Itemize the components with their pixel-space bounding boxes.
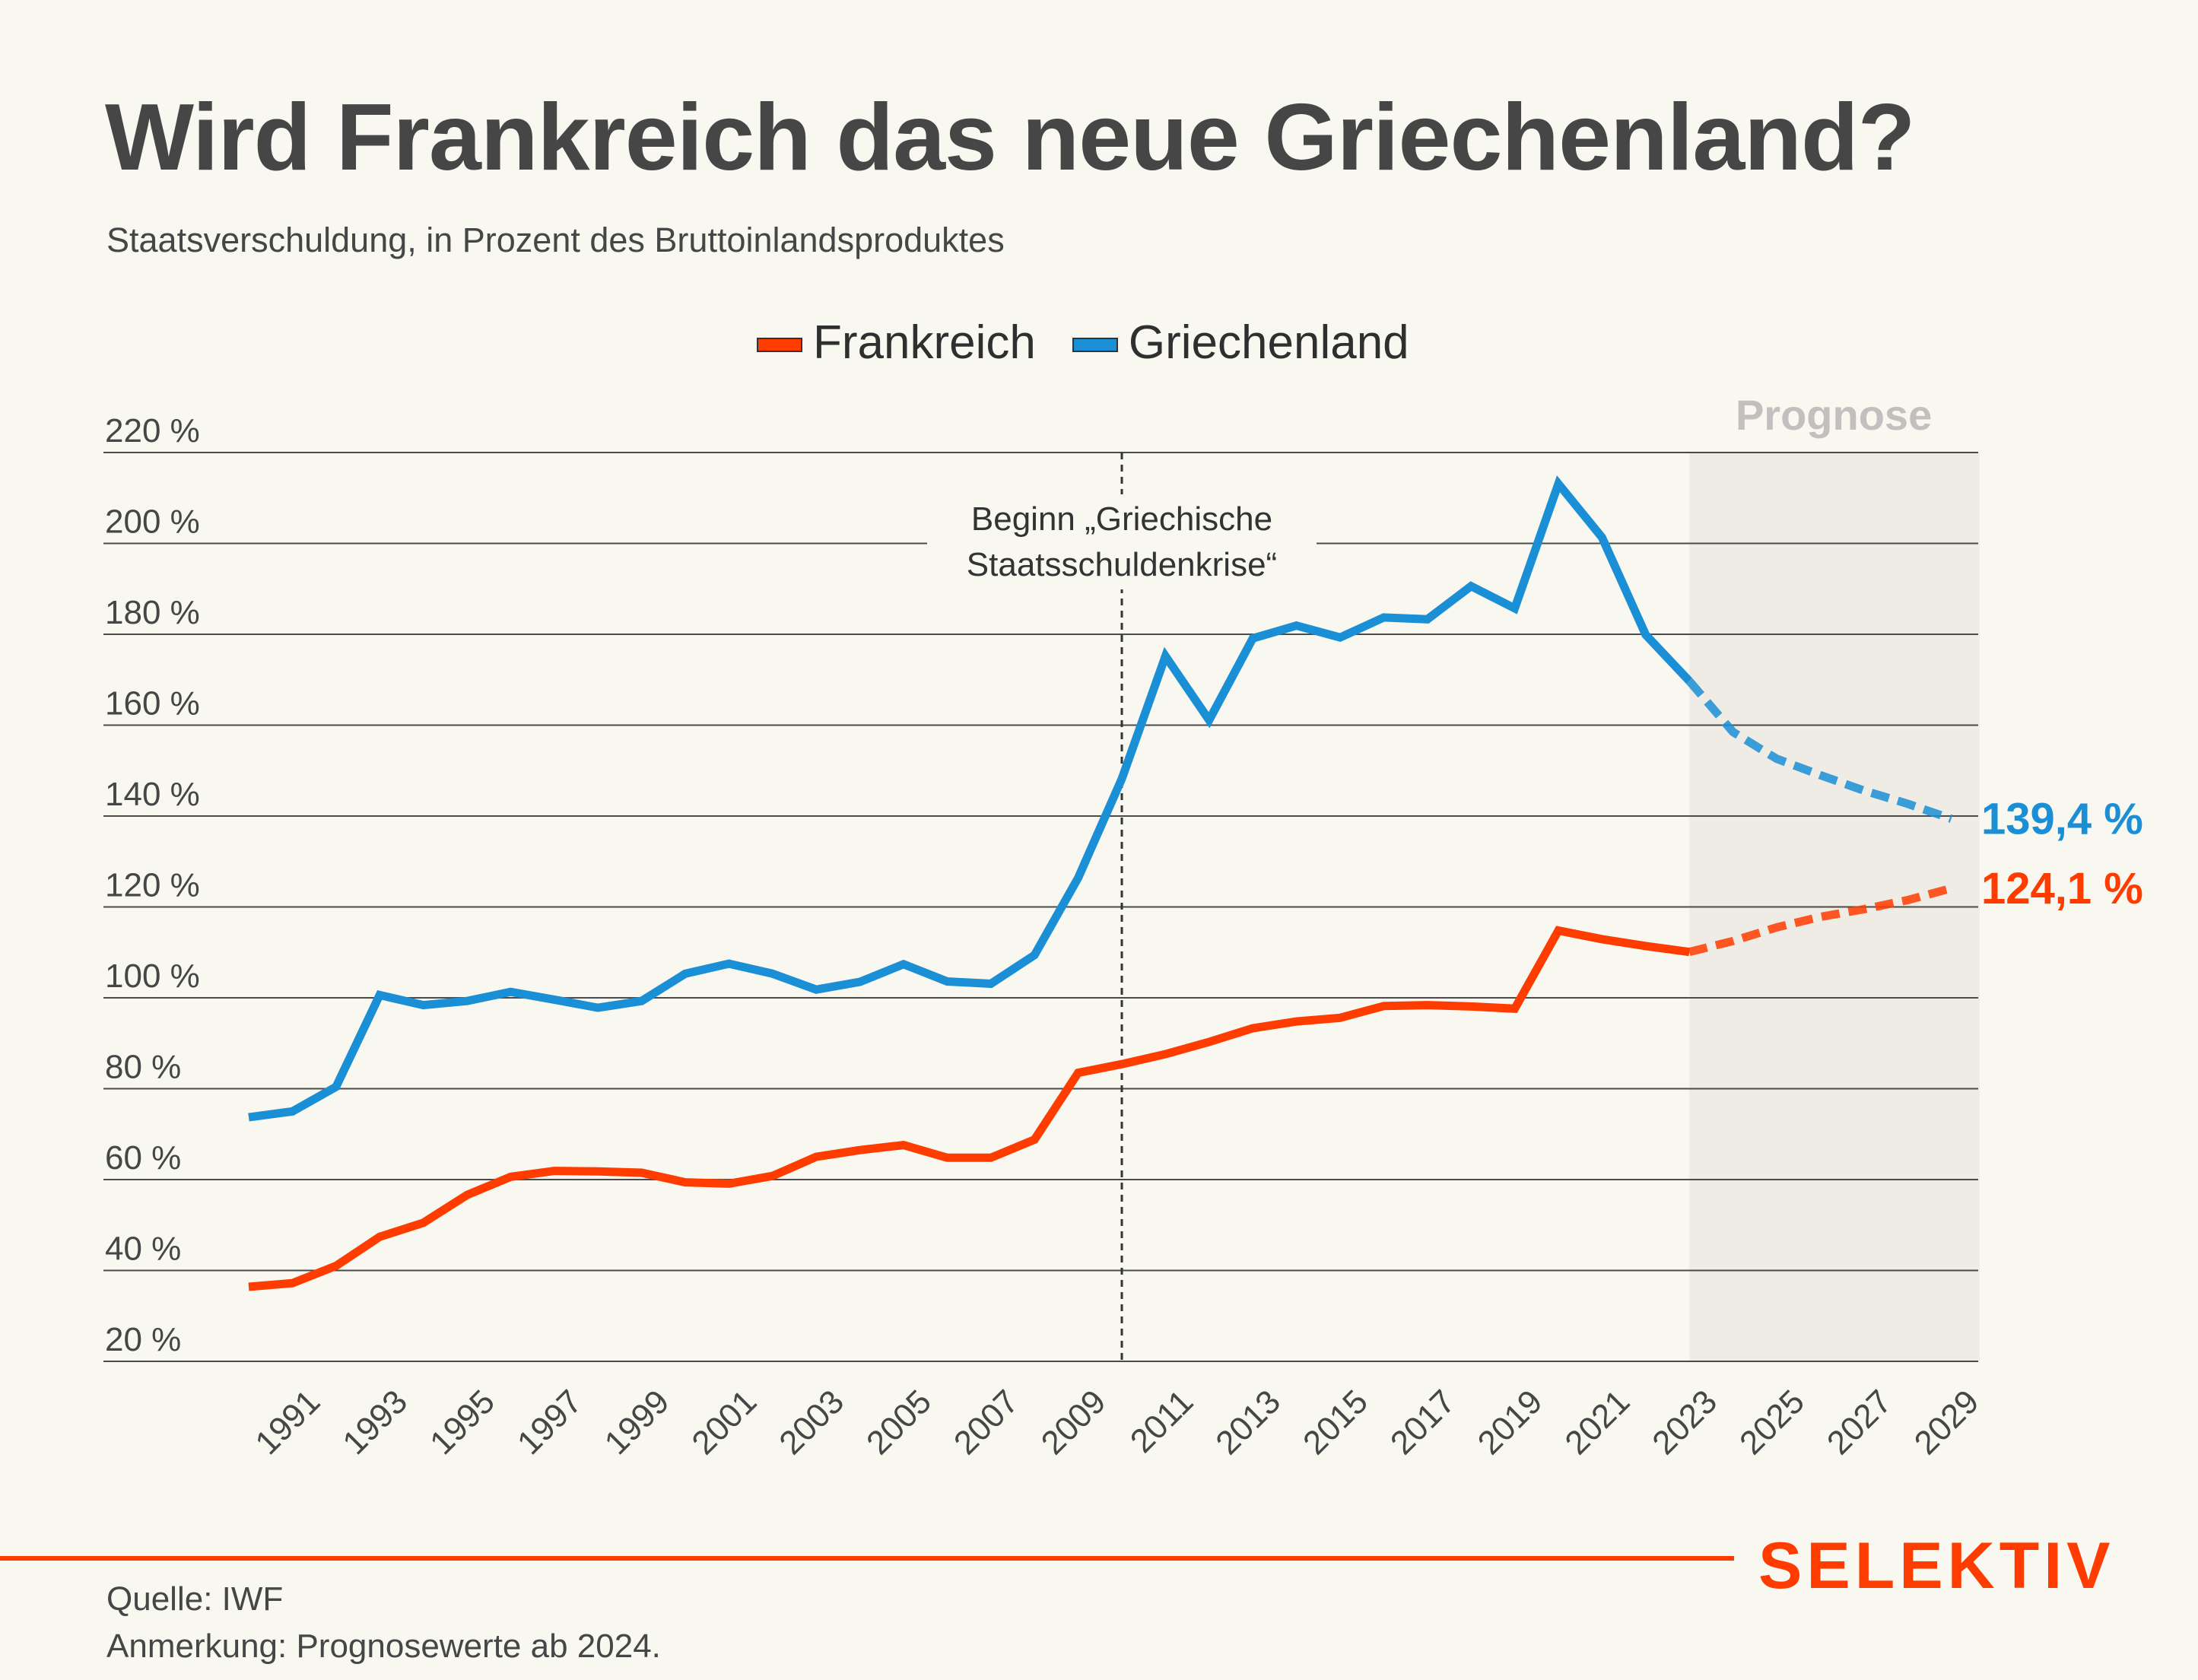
forecast-label: Prognose (1736, 391, 1932, 439)
end-value-label-frankreich: 124,1 % (1981, 864, 2143, 913)
x-tick-label: 2015 (1296, 1383, 1375, 1462)
y-tick-label: 160 % (105, 685, 200, 722)
footer-divider (0, 1556, 1734, 1561)
series-line-frankreich (248, 926, 1690, 1291)
x-tick-label: 2007 (947, 1383, 1026, 1462)
y-tick-label: 100 % (105, 958, 200, 995)
forecast-note: Anmerkung: Prognosewerte ab 2024. (106, 1628, 661, 1665)
x-tick-label: 2005 (859, 1383, 939, 1462)
x-tick-label: 2019 (1471, 1383, 1550, 1462)
y-tick-label: 20 % (105, 1321, 181, 1358)
annotation-text: Staatsschuldenkrise“ (967, 546, 1277, 583)
x-tick-label: 1995 (423, 1383, 502, 1462)
series-line-griechenland (248, 475, 1693, 1122)
y-tick-label: 40 % (105, 1231, 181, 1268)
x-tick-label: 2021 (1558, 1383, 1637, 1462)
chart-title: Wird Frankreich das neue Griechenland? (105, 85, 1916, 190)
x-tick-label: 2017 (1383, 1383, 1463, 1462)
x-tick-label: 2029 (1907, 1383, 1987, 1462)
brand-logo: SELEKTIV (1758, 1529, 2115, 1602)
legend-item-griechenland: Griechenland (1072, 316, 1409, 370)
x-tick-label: 1997 (510, 1383, 589, 1462)
legend-label-frankreich: Frankreich (813, 316, 1036, 369)
annotation-text: Beginn „Griechische (971, 500, 1272, 538)
y-tick-label: 180 % (105, 594, 200, 631)
x-tick-label: 1993 (335, 1383, 415, 1462)
annotation-background (927, 494, 1317, 589)
legend-item-frankreich: Frankreich (757, 316, 1036, 370)
x-tick-label: 2023 (1645, 1383, 1724, 1462)
legend-swatch-frankreich (757, 338, 802, 352)
y-tick-label: 80 % (105, 1049, 181, 1086)
x-tick-label: 2027 (1820, 1383, 1899, 1462)
y-tick-label: 120 % (105, 867, 200, 904)
y-tick-label: 140 % (105, 776, 200, 813)
x-tick-label: 2009 (1034, 1383, 1113, 1462)
source-note: Quelle: IWF (106, 1580, 284, 1618)
y-tick-label: 60 % (105, 1139, 181, 1177)
x-tick-label: 1999 (598, 1383, 677, 1462)
legend-label-griechenland: Griechenland (1128, 316, 1409, 369)
legend: Frankreich Griechenland (757, 316, 1446, 370)
end-value-label-griechenland: 139,4 % (1981, 795, 2143, 844)
y-tick-label: 200 % (105, 503, 200, 541)
series-forecast-frankreich (1688, 884, 1953, 957)
x-tick-label: 2011 (1123, 1383, 1201, 1460)
series-forecast-griechenland (1686, 678, 1953, 823)
x-tick-label: 2003 (772, 1383, 851, 1462)
y-tick-label: 220 % (105, 412, 200, 449)
x-tick-label: 1991 (248, 1383, 327, 1462)
legend-swatch-griechenland (1072, 338, 1118, 352)
x-tick-label: 2013 (1209, 1383, 1288, 1462)
x-tick-label: 2001 (684, 1383, 764, 1462)
chart-subtitle: Staatsverschuldung, in Prozent des Brutt… (106, 221, 1005, 259)
x-tick-label: 2025 (1733, 1383, 1812, 1462)
